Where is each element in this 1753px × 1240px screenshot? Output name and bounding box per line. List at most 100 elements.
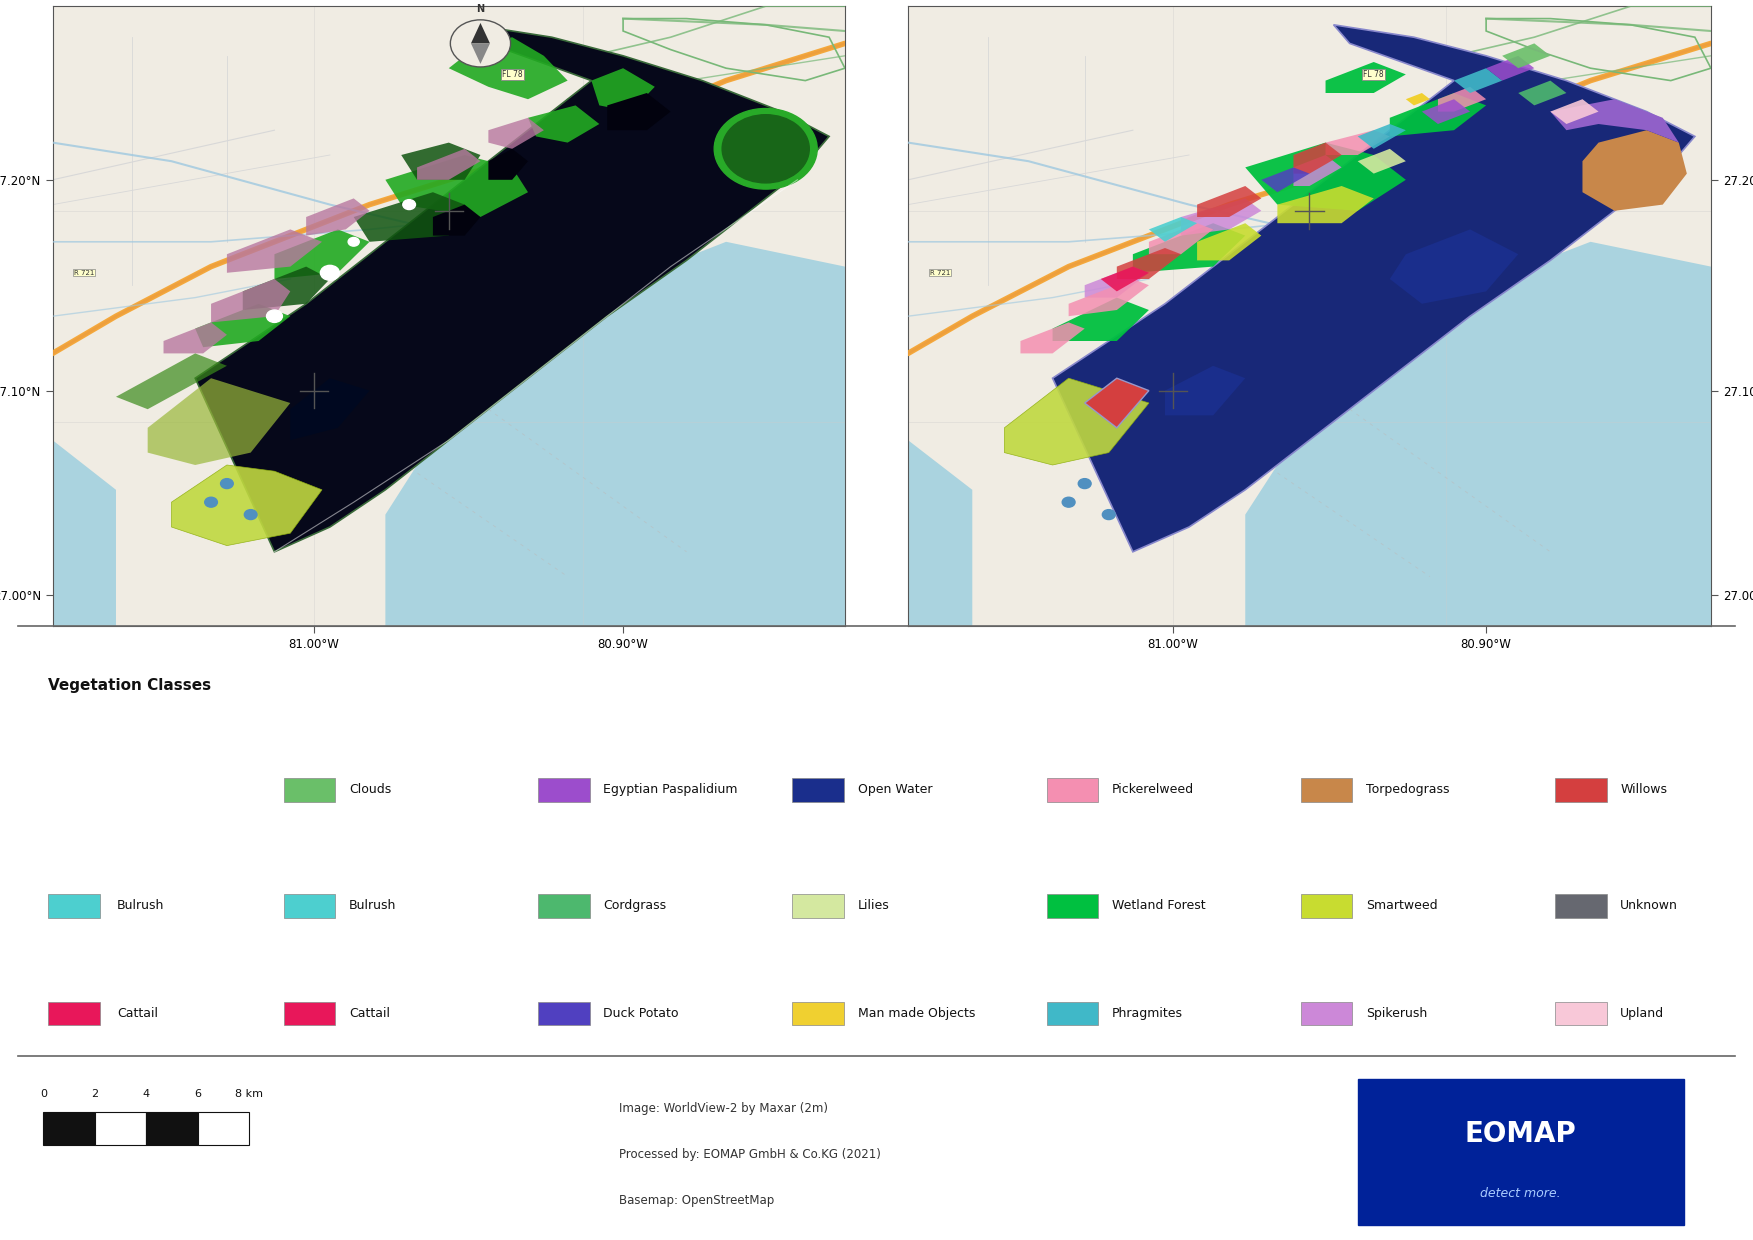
Polygon shape bbox=[1020, 322, 1085, 353]
Polygon shape bbox=[53, 440, 116, 626]
Text: Duck Potato: Duck Potato bbox=[603, 1007, 678, 1021]
Polygon shape bbox=[1390, 229, 1518, 304]
Circle shape bbox=[349, 238, 359, 247]
Text: Pickerelweed: Pickerelweed bbox=[1111, 784, 1194, 796]
Polygon shape bbox=[417, 149, 480, 180]
Text: 4: 4 bbox=[142, 1089, 151, 1099]
Polygon shape bbox=[489, 118, 543, 149]
Text: Willows: Willows bbox=[1620, 784, 1667, 796]
Polygon shape bbox=[226, 229, 323, 273]
Bar bbox=[1301, 777, 1352, 801]
Polygon shape bbox=[275, 229, 370, 279]
Bar bbox=[44, 1111, 95, 1145]
Polygon shape bbox=[1278, 186, 1374, 223]
Polygon shape bbox=[449, 37, 568, 99]
Polygon shape bbox=[386, 242, 845, 626]
Bar bbox=[284, 777, 335, 801]
Text: Lilies: Lilies bbox=[857, 899, 889, 913]
Bar bbox=[538, 1002, 589, 1025]
Polygon shape bbox=[1245, 143, 1406, 211]
Text: R 721: R 721 bbox=[74, 270, 95, 275]
Polygon shape bbox=[1148, 217, 1197, 242]
Circle shape bbox=[244, 510, 258, 520]
Polygon shape bbox=[908, 440, 973, 626]
Bar bbox=[95, 1111, 145, 1145]
Text: Bulrush: Bulrush bbox=[349, 899, 396, 913]
Bar bbox=[49, 1002, 100, 1025]
Bar bbox=[284, 894, 335, 918]
Polygon shape bbox=[1294, 155, 1341, 186]
Polygon shape bbox=[489, 149, 528, 180]
Text: Wetland Forest: Wetland Forest bbox=[1111, 899, 1206, 913]
Polygon shape bbox=[1357, 149, 1406, 174]
Polygon shape bbox=[386, 155, 528, 217]
Polygon shape bbox=[1132, 223, 1245, 273]
Circle shape bbox=[1078, 479, 1090, 489]
Polygon shape bbox=[1325, 130, 1390, 155]
Bar bbox=[1047, 777, 1097, 801]
Polygon shape bbox=[1085, 378, 1148, 428]
Polygon shape bbox=[195, 25, 829, 552]
Bar bbox=[198, 1111, 249, 1145]
Text: Egyptian Paspalidium: Egyptian Paspalidium bbox=[603, 784, 738, 796]
Bar bbox=[1555, 777, 1606, 801]
Polygon shape bbox=[1197, 186, 1262, 217]
Polygon shape bbox=[607, 93, 671, 130]
Polygon shape bbox=[1390, 93, 1487, 136]
Polygon shape bbox=[116, 353, 226, 409]
Bar bbox=[792, 1002, 843, 1025]
Circle shape bbox=[713, 109, 817, 188]
Bar bbox=[1047, 1002, 1097, 1025]
Text: Basemap: OpenStreetMap: Basemap: OpenStreetMap bbox=[619, 1194, 775, 1207]
Polygon shape bbox=[1583, 130, 1686, 211]
Circle shape bbox=[321, 265, 340, 280]
Polygon shape bbox=[210, 279, 291, 322]
Text: Clouds: Clouds bbox=[349, 784, 391, 796]
Polygon shape bbox=[1502, 43, 1550, 68]
Polygon shape bbox=[1069, 279, 1148, 316]
Polygon shape bbox=[163, 322, 226, 353]
Polygon shape bbox=[1004, 378, 1148, 465]
Polygon shape bbox=[242, 267, 330, 310]
Text: Image: WorldView-2 by Maxar (2m): Image: WorldView-2 by Maxar (2m) bbox=[619, 1102, 827, 1115]
Polygon shape bbox=[1197, 223, 1262, 260]
Polygon shape bbox=[1487, 56, 1534, 81]
Text: N: N bbox=[477, 4, 484, 14]
Polygon shape bbox=[528, 105, 600, 143]
Polygon shape bbox=[1550, 99, 1599, 124]
Text: Unknown: Unknown bbox=[1620, 899, 1678, 913]
Bar bbox=[145, 1111, 198, 1145]
Circle shape bbox=[221, 479, 233, 489]
Text: EOMAP: EOMAP bbox=[1466, 1120, 1576, 1148]
Polygon shape bbox=[1052, 25, 1695, 552]
Polygon shape bbox=[1117, 248, 1182, 279]
Polygon shape bbox=[472, 43, 491, 64]
Bar bbox=[792, 777, 843, 801]
Polygon shape bbox=[401, 143, 480, 180]
Circle shape bbox=[205, 497, 217, 507]
Polygon shape bbox=[472, 24, 491, 43]
Circle shape bbox=[266, 310, 282, 322]
Polygon shape bbox=[1422, 99, 1471, 124]
Circle shape bbox=[1062, 497, 1075, 507]
Polygon shape bbox=[1101, 267, 1148, 291]
Polygon shape bbox=[1052, 298, 1148, 341]
Text: R 721: R 721 bbox=[931, 270, 950, 275]
Text: Upland: Upland bbox=[1620, 1007, 1665, 1021]
Text: Cattail: Cattail bbox=[117, 1007, 158, 1021]
Bar bbox=[1357, 1079, 1685, 1225]
Text: Man made Objects: Man made Objects bbox=[857, 1007, 975, 1021]
Circle shape bbox=[722, 115, 810, 182]
Text: Open Water: Open Water bbox=[857, 784, 933, 796]
Bar bbox=[1301, 1002, 1352, 1025]
Polygon shape bbox=[195, 304, 291, 347]
Bar bbox=[1301, 894, 1352, 918]
Text: Torpedograss: Torpedograss bbox=[1366, 784, 1450, 796]
Text: Spikerush: Spikerush bbox=[1366, 1007, 1427, 1021]
Text: Smartweed: Smartweed bbox=[1366, 899, 1437, 913]
Text: FL 78: FL 78 bbox=[501, 69, 522, 79]
Text: Phragmites: Phragmites bbox=[1111, 1007, 1183, 1021]
Bar bbox=[792, 894, 843, 918]
Bar bbox=[538, 777, 589, 801]
Bar bbox=[284, 1002, 335, 1025]
